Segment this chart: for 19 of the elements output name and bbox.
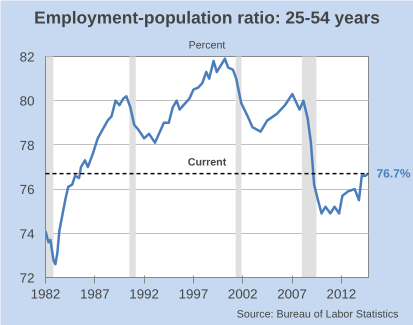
x-tick-label: 1992 bbox=[129, 286, 159, 302]
x-tick-label: 2012 bbox=[326, 286, 356, 302]
y-tick-label: 78 bbox=[20, 138, 35, 153]
source-note: Source: Bureau of Labor Statistics bbox=[236, 308, 399, 320]
y-tick-label: 76 bbox=[20, 182, 35, 198]
x-tick-label: 2007 bbox=[277, 286, 307, 302]
line-series bbox=[46, 57, 368, 266]
ref-line-label: Current bbox=[188, 156, 227, 169]
y-tick-label: 72 bbox=[20, 270, 35, 286]
y-tick-label: 74 bbox=[20, 226, 36, 242]
x-tick-label: 1997 bbox=[178, 286, 208, 302]
x-tick-label: 2002 bbox=[228, 286, 258, 302]
x-tick-label: 1982 bbox=[30, 286, 60, 302]
chart-title: Employment-population ratio: 25-54 years bbox=[34, 8, 380, 28]
x-tick-label: 1987 bbox=[80, 286, 110, 302]
chart-subtitle: Percent bbox=[188, 40, 226, 52]
annotation: 76.7% bbox=[376, 166, 411, 181]
y-tick-label: 82 bbox=[20, 50, 35, 64]
y-tick-label: 80 bbox=[20, 94, 35, 109]
